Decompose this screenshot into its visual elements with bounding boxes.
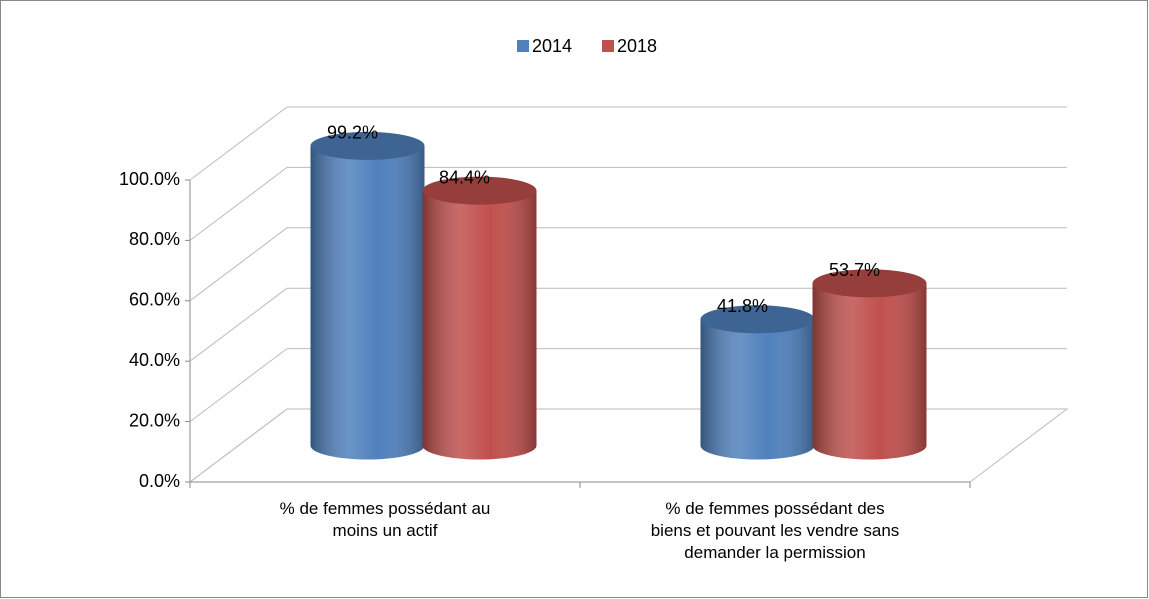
legend-label: 2018 bbox=[617, 36, 657, 56]
grid-line-side bbox=[189, 287, 288, 362]
bar-top bbox=[700, 305, 815, 334]
y-tick-label: 20.0% bbox=[129, 410, 180, 430]
y-tick-label: 0.0% bbox=[139, 471, 180, 491]
data-label: 84.4% bbox=[439, 167, 490, 187]
x-tick-label: % de femmes possédant des biens et pouva… bbox=[650, 499, 900, 562]
grid-line-side bbox=[189, 227, 288, 302]
bar-top-shade bbox=[310, 131, 425, 160]
data-label: 41.8% bbox=[717, 296, 768, 316]
bar-top bbox=[310, 131, 425, 160]
bar-top-shade bbox=[812, 269, 927, 298]
legend-label: 2014 bbox=[532, 36, 572, 56]
legend-swatch bbox=[602, 40, 614, 52]
bar-shade bbox=[310, 145, 425, 460]
data-label: 99.2% bbox=[327, 123, 378, 143]
bar-shade bbox=[422, 190, 537, 460]
y-tick-label: 60.0% bbox=[129, 290, 180, 310]
x-tick-label: % de femmes possédant au moins un actif bbox=[279, 499, 491, 540]
bar-shade bbox=[700, 319, 815, 460]
grid-line-side bbox=[189, 106, 288, 181]
y-tick-label: 40.0% bbox=[129, 350, 180, 370]
y-tick-label: 100.0% bbox=[119, 169, 180, 189]
bar-top-shade bbox=[422, 176, 537, 205]
legend-swatch bbox=[517, 40, 529, 52]
bar-top bbox=[812, 269, 927, 298]
grid-line-side bbox=[189, 167, 288, 241]
grid-line-side bbox=[189, 408, 288, 483]
bar-shade bbox=[812, 283, 927, 460]
data-label: 53.7% bbox=[829, 260, 880, 280]
bar-top-shade bbox=[700, 305, 815, 334]
bar-top bbox=[422, 176, 537, 205]
y-tick-label: 80.0% bbox=[129, 229, 180, 249]
grid-line-side bbox=[189, 348, 288, 422]
